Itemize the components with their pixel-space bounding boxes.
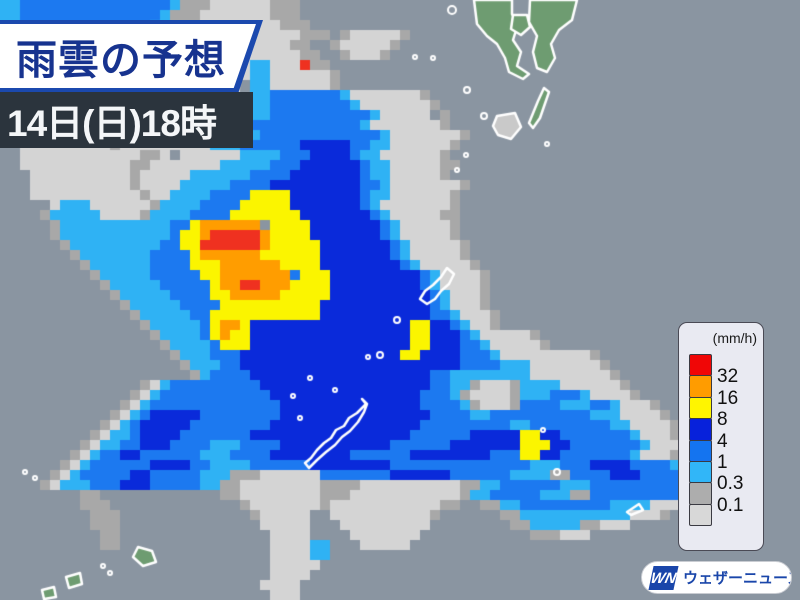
- legend-threshold-label: 4: [717, 430, 728, 452]
- legend-labels: 32 16 8 4 1 0.3 0.1: [717, 323, 763, 550]
- title-banner: 雨雲の予想: [0, 20, 263, 93]
- legend-color-swatch: [689, 354, 712, 377]
- legend-threshold-label: 8: [717, 409, 728, 431]
- map-title: 雨雲の予想: [16, 37, 226, 83]
- title-banner-inner: 雨雲の予想: [0, 24, 256, 88]
- legend-color-swatch: [689, 418, 712, 441]
- legend-threshold-label: 0.3: [717, 473, 744, 495]
- legend-threshold-label: 1: [717, 452, 728, 473]
- precipitation-legend: (mm/h) 32 16 8 4 1 0.3 0.1: [678, 322, 764, 551]
- legend-threshold-label: 0.1: [717, 494, 744, 516]
- legend-color-swatch: [689, 375, 712, 398]
- weathernews-monogram-icon: WN: [648, 565, 679, 590]
- legend-color-swatch: [689, 439, 712, 462]
- legend-threshold-label: 16: [717, 387, 739, 409]
- legend-color-swatch: [689, 482, 712, 505]
- logo-name: ウェザーニュース: [683, 570, 792, 587]
- legend-color-swatch: [689, 503, 712, 527]
- datetime-banner: 14日(日)18時: [0, 92, 253, 148]
- legend-unit-label: (mm/h): [712, 330, 757, 346]
- forecast-datetime: 14日(日)18時: [7, 103, 217, 144]
- legend-color-swatch: [689, 396, 712, 420]
- legend-color-swatch: [689, 460, 712, 484]
- legend-threshold-label: 32: [717, 366, 739, 388]
- legend-swatches: [689, 354, 712, 527]
- logo-monogram-text: WN: [649, 569, 678, 586]
- weathernews-logo: WN ウェザーニュース: [641, 561, 792, 594]
